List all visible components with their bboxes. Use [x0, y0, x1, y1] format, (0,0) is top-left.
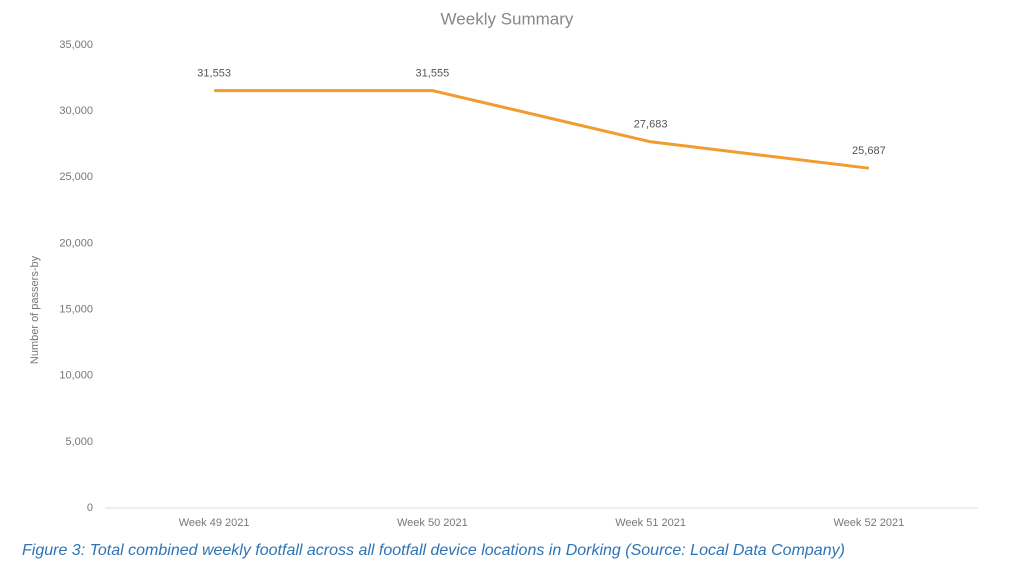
- value-label: 31,555: [416, 67, 450, 79]
- line: [214, 89, 870, 170]
- y-tick-label: 10,000: [59, 370, 93, 382]
- value-label: 25,687: [852, 145, 886, 157]
- x-tick-label: Week 50 2021: [397, 517, 468, 529]
- y-tick-label: 0: [87, 502, 93, 514]
- y-axis-label: Number of passers-by: [29, 255, 41, 364]
- y-tick-label: 15,000: [59, 303, 93, 315]
- x-tick-label: Week 49 2021: [179, 517, 250, 529]
- y-tick-label: 5,000: [65, 436, 93, 448]
- y-tick-label: 25,000: [59, 171, 93, 183]
- y-tick-label: 35,000: [59, 39, 93, 51]
- y-tick-label: 20,000: [59, 237, 93, 249]
- value-label: 27,683: [634, 119, 668, 131]
- caption: Figure 3: Total combined weekly footfall…: [22, 542, 845, 559]
- x-tick-label: Week 51 2021: [615, 517, 686, 529]
- x-tick-label: Week 52 2021: [834, 517, 905, 529]
- chart-title: Weekly Summary: [441, 9, 574, 28]
- value-label: 31,553: [197, 68, 231, 80]
- y-tick-label: 30,000: [59, 105, 93, 117]
